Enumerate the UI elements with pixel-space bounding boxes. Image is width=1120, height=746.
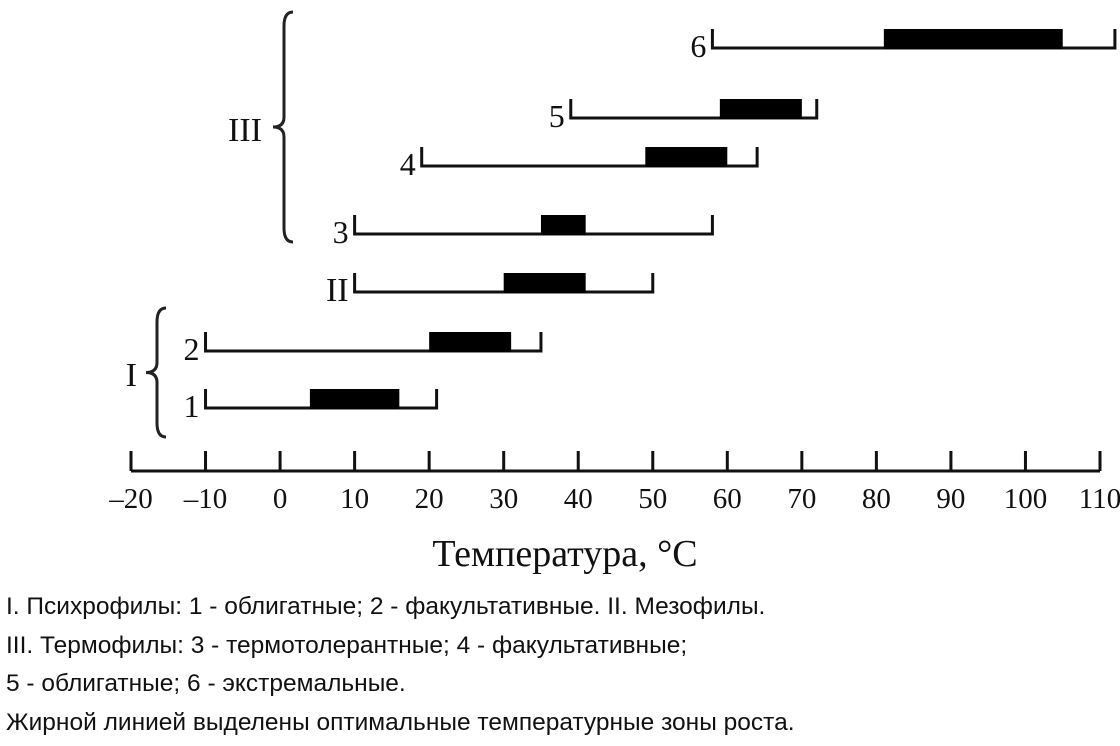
optimum-bar [883, 29, 1063, 49]
x-tick-label: 30 [489, 483, 518, 515]
range-row: 5 [549, 98, 819, 134]
x-tick-label: 100 [1004, 483, 1048, 515]
row-label: 5 [549, 98, 565, 134]
row-label: 3 [333, 214, 349, 250]
x-tick-label: 90 [936, 483, 965, 515]
x-tick-label: 20 [415, 483, 444, 515]
group-label: III [228, 112, 262, 149]
x-tick-label: 40 [564, 483, 593, 515]
range-row: 1 [184, 388, 439, 424]
optimum-bar [309, 389, 400, 409]
figure-caption: I. Психрофилы: 1 - облигатные; 2 - факул… [6, 588, 1114, 742]
x-tick-label: –20 [108, 483, 153, 515]
x-tick-label: 50 [638, 483, 667, 515]
x-axis: –20 –10 0 10 20 30 40 50 60 70 80 90 100 110 [108, 451, 1120, 515]
x-tick-label: 110 [1079, 483, 1120, 515]
range-row: 3 [333, 214, 714, 250]
caption-line-2: III. Термофилы: 3 - термотолерантные; 4 … [6, 631, 688, 659]
row-label: 1 [184, 388, 200, 424]
optimum-bar [719, 99, 802, 119]
row-label: 6 [690, 28, 706, 64]
range-rows: 1 2 II 3 4 5 6 [184, 28, 1117, 424]
group-brace [272, 10, 294, 244]
caption-line-4: Жирной линией выделены оптимальные темпе… [6, 708, 795, 736]
group-brace [145, 306, 167, 439]
group-label: I [126, 357, 137, 394]
caption-line-1: I. Психрофилы: 1 - облигатные; 2 - факул… [6, 593, 766, 620]
optimum-bar [503, 273, 586, 293]
range-row: 6 [690, 28, 1117, 64]
range-row: 4 [400, 146, 759, 182]
x-tick-label: –10 [183, 483, 228, 515]
range-row: II [326, 272, 655, 309]
optimum-bar [429, 332, 512, 352]
x-axis-title: Температура, °C [432, 533, 697, 575]
x-tick-label: 80 [862, 483, 891, 515]
x-tick-label: 70 [787, 483, 816, 515]
optimum-bar [645, 147, 728, 167]
row-label: II [326, 272, 349, 309]
x-tick-label: 0 [273, 483, 288, 515]
temperature-range-chart: –20 –10 0 10 20 30 40 50 60 70 80 90 100 110 1 2 II 3 4 5 6… [108, 10, 1120, 575]
optimum-bar [540, 215, 586, 235]
x-tick-label: 10 [340, 483, 369, 515]
caption-line-3: 5 - облигатные; 6 - экстремальные. [6, 670, 406, 697]
row-label: 2 [184, 331, 200, 367]
x-tick-label: 60 [713, 483, 742, 515]
range-row: 2 [184, 331, 543, 367]
row-label: 4 [400, 146, 416, 182]
